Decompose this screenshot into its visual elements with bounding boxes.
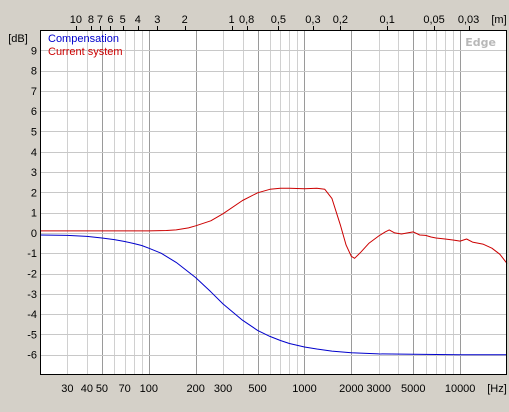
x-tick-label: 40 (81, 383, 93, 395)
y-tick-label: -3 (27, 289, 37, 301)
x-tick-label: 50 (96, 383, 108, 395)
grid-lines (40, 30, 507, 375)
x-tick-label: 30 (61, 383, 73, 395)
y-tick-label: -5 (27, 329, 37, 341)
x-tick-label: 300 (214, 383, 232, 395)
series-lines (39, 187, 508, 356)
top-tick-label: 10 (70, 14, 82, 26)
top-tick-label: 0,05 (423, 14, 444, 26)
top-tick-label: 0,03 (458, 14, 479, 26)
y-tick-label: 7 (31, 86, 37, 98)
top-tick-label: 0,1 (380, 14, 395, 26)
y-tick-label: -6 (27, 350, 37, 362)
x-tick-label: 500 (248, 383, 266, 395)
top-tick-label: 0,8 (239, 14, 254, 26)
x-tick-label: 2000 (339, 383, 363, 395)
y-tick-label: -2 (27, 269, 37, 281)
legend-entry: Compensation (48, 33, 119, 45)
watermark: Edge (465, 36, 496, 49)
x-tick-label: 70 (119, 383, 131, 395)
y-tick-label: 0 (31, 228, 37, 240)
y-tick-label: 3 (31, 167, 37, 179)
plot-border (40, 30, 507, 375)
y-tick-label: 2 (31, 187, 37, 199)
legend-entry: Current system (48, 46, 123, 58)
top-tick-label: 3 (154, 14, 160, 26)
series-line-compensation (39, 234, 507, 356)
x-tick-label: 200 (186, 383, 204, 395)
axis-labels: 30 40 50 70 100 200 300 500 1000 2000 3000 5000 1000… (8, 14, 507, 395)
y-tick-label: 1 (31, 208, 37, 220)
top-tick-label: 1 (228, 14, 234, 26)
x-tick-label: 3000 (367, 383, 391, 395)
x-unit-label: [Hz] (487, 383, 507, 395)
x-tick-label: 1000 (292, 383, 316, 395)
y-tick-label: 4 (31, 147, 37, 159)
x-tick-label: 5000 (401, 383, 425, 395)
top-tick-label: 7 (97, 14, 103, 26)
top-unit-label: [m] (491, 14, 506, 26)
x-tick-label: 10000 (445, 383, 476, 395)
y-unit-label: [dB] (8, 33, 28, 45)
y-tick-label: -1 (27, 248, 37, 260)
top-tick-label: 4 (135, 14, 141, 26)
y-tick-label: 6 (31, 106, 37, 118)
top-tick-label: 5 (120, 14, 126, 26)
series-line-current-system (40, 187, 508, 264)
plot-background (40, 30, 507, 375)
y-tick-label: 8 (31, 66, 37, 78)
top-tick-label: 2 (182, 14, 188, 26)
x-tick-label: 100 (140, 383, 158, 395)
y-tick-label: 5 (31, 126, 37, 138)
top-tick-label: 0,2 (333, 14, 348, 26)
top-tick-label: 0,5 (271, 14, 286, 26)
top-tick-label: 0,3 (305, 14, 320, 26)
y-tick-label: -4 (27, 309, 37, 321)
top-tick-label: 8 (88, 14, 94, 26)
y-tick-label: 9 (31, 45, 37, 57)
top-tick-label: 6 (107, 14, 113, 26)
